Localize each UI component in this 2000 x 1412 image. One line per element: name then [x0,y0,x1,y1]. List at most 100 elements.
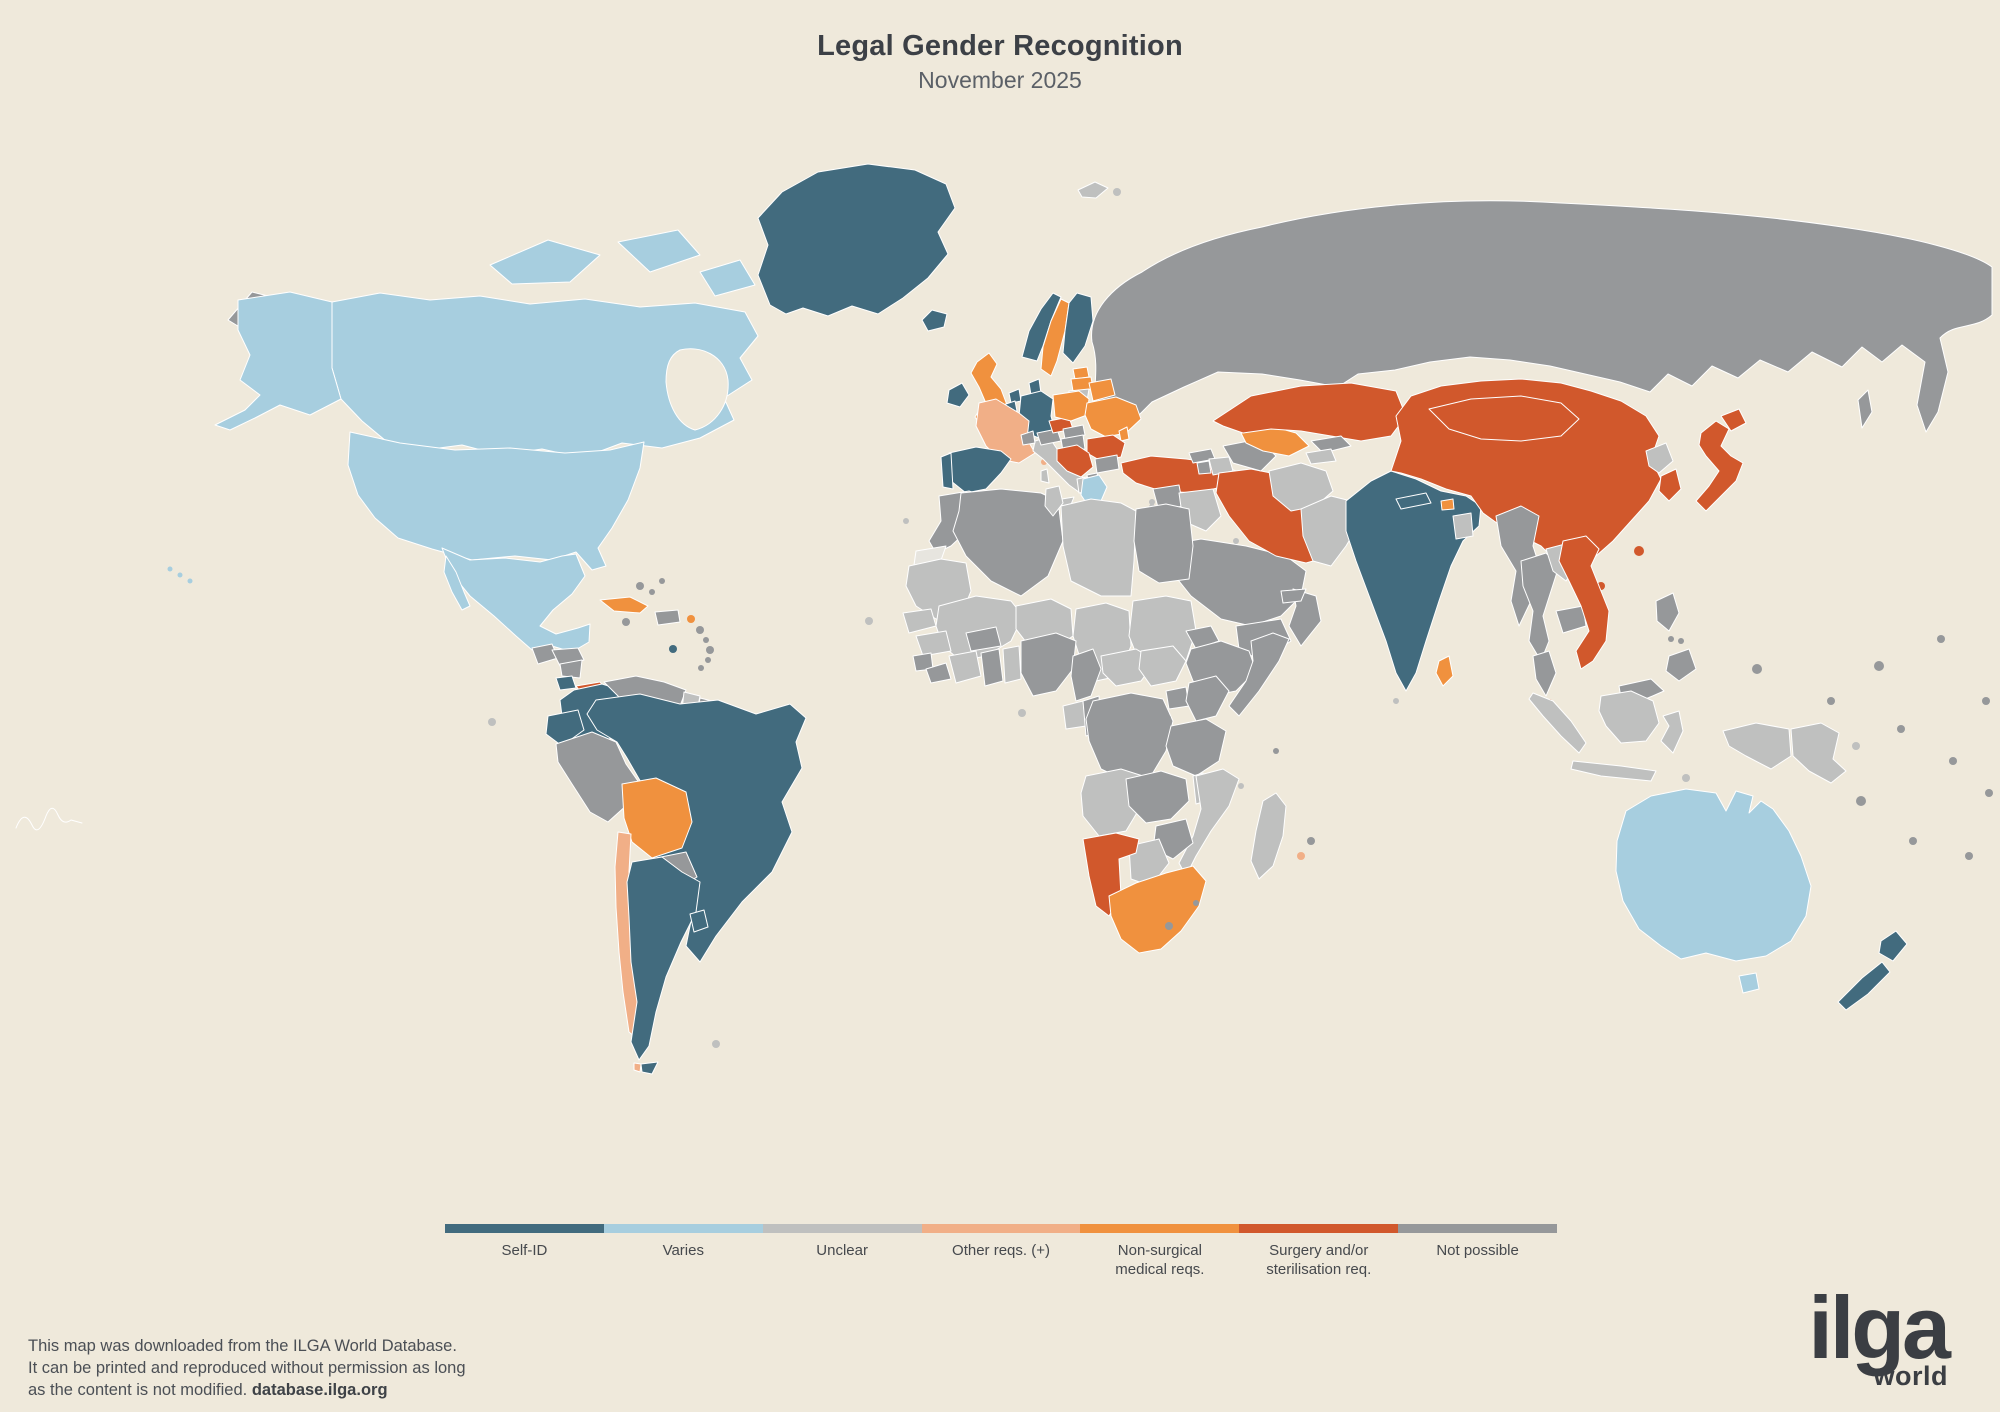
region-west-new-guinea [1722,722,1792,770]
country-oman [1288,588,1322,647]
country-tajikistan [1305,448,1337,465]
country-guinea [915,630,952,657]
country-tanzania [1165,718,1227,777]
legend-bar [445,1224,1558,1233]
island-comoros [1238,783,1244,789]
country-switzerland [1020,430,1036,446]
country-nigeria [1020,632,1077,697]
island-mauritius [1307,837,1315,845]
island-sakhalin [1857,389,1873,429]
country-lesotho [1165,922,1173,930]
country-portugal [940,452,954,490]
country-south-korea [1658,468,1682,502]
island-kalimantan [1598,690,1660,744]
country-kenya [1185,675,1230,722]
island-seychelles [1273,748,1279,754]
island-canadian-arctic-2 [617,229,701,273]
island-nz-south [1837,961,1891,1011]
island-tierra-del-fuego [640,1061,659,1075]
island-cyprus [1149,499,1155,505]
footer-line-1: This map was downloaded from the ILGA Wo… [28,1337,457,1355]
legend-label-nonsurgical: Non-surgical medical reqs. [1115,1242,1205,1278]
island-sumatra [1528,692,1587,754]
island-luzon [1655,592,1680,632]
legend-swatch-unclear [762,1224,922,1233]
region-western-balkans [1056,444,1094,478]
island-tasmania [1738,972,1760,994]
country-madagascar [1250,792,1287,880]
island-sao-tome [1018,709,1026,717]
country-india [1345,470,1482,692]
legend-swatch-other_reqs [921,1224,1081,1233]
legend-label-varies: Varies [662,1242,704,1259]
country-brunei [1635,687,1641,693]
country-eswatini [1193,900,1199,906]
country-vietnam [1558,535,1610,670]
legend-labels: Self-ID Varies Unclear Other reqs. (+) Non-s… [445,1242,1557,1280]
region-togo-benin [1002,645,1022,684]
island-canadian-arctic-3 [699,259,756,297]
country-alaska [214,291,342,431]
footer-note: This map was downloaded from the ILGA Wo… [28,1336,466,1402]
country-mexico [441,547,591,653]
island-sulawesi [1660,710,1684,754]
island-cape-verde [865,617,873,625]
country-libya [1060,498,1137,597]
island-galapagos [488,718,496,726]
island-maldives [1393,698,1399,704]
country-costa-rica [555,675,577,691]
country-ghana [980,648,1004,687]
country-belarus [1088,378,1116,402]
island-reunion [1297,852,1305,860]
country-liberia [925,662,952,684]
country-cuba [599,596,649,614]
island-trinidad [669,645,677,653]
country-namibia [1082,832,1140,917]
country-north-korea [1645,442,1674,474]
legend-label-surgery: Surgery and/or sterilisation req. [1266,1242,1372,1278]
country-australia [1615,788,1812,962]
country-moldova [1118,426,1130,442]
island-svalbard-2 [1113,188,1121,196]
country-papua-new-guinea [1790,722,1847,784]
country-egypt [1133,503,1194,584]
countries-rwanda-burundi [1163,715,1171,731]
country-uae [1280,588,1307,604]
country-drc [1085,692,1174,782]
island-java [1570,760,1657,782]
legend-label-selfid: Self-ID [501,1242,548,1259]
country-spain [944,446,1012,494]
country-nicaragua [559,659,583,679]
country-japan [1695,420,1744,512]
ilga-logo-main: ilga [1808,1278,1951,1377]
country-usa [347,431,645,571]
island-taiwan [1634,546,1644,556]
legend-label-not_possible: Not possible [1436,1242,1519,1259]
squiggle-mark [15,807,83,831]
country-somalia [1228,632,1290,717]
island-nz-north [1878,930,1908,962]
page-subtitle: November 2025 [918,67,1082,93]
island-falkland [712,1040,720,1048]
country-saudi-arabia [1160,538,1307,627]
legend-swatch-nonsurgical [1080,1224,1240,1233]
island-canadian-arctic-1 [489,239,601,285]
island-hispaniola [654,609,681,626]
country-kazakhstan [1212,382,1407,442]
islands-visayas [1668,636,1684,644]
region-baja-california [443,555,471,611]
country-ivory-coast [948,650,982,684]
country-finland [1062,292,1094,364]
island-mindanao [1665,648,1697,682]
country-mongolia [1428,395,1580,442]
country-uruguay [689,909,709,933]
legend-swatch-surgery [1239,1224,1399,1233]
country-russia [1091,200,1993,438]
region-tierra-west [633,1062,642,1073]
island-svalbard [1077,181,1109,199]
country-bulgaria [1094,454,1120,474]
country-bangladesh [1452,512,1474,540]
caribbean-islands [622,578,714,671]
country-qatar [1270,586,1276,592]
country-norway [1021,292,1062,362]
